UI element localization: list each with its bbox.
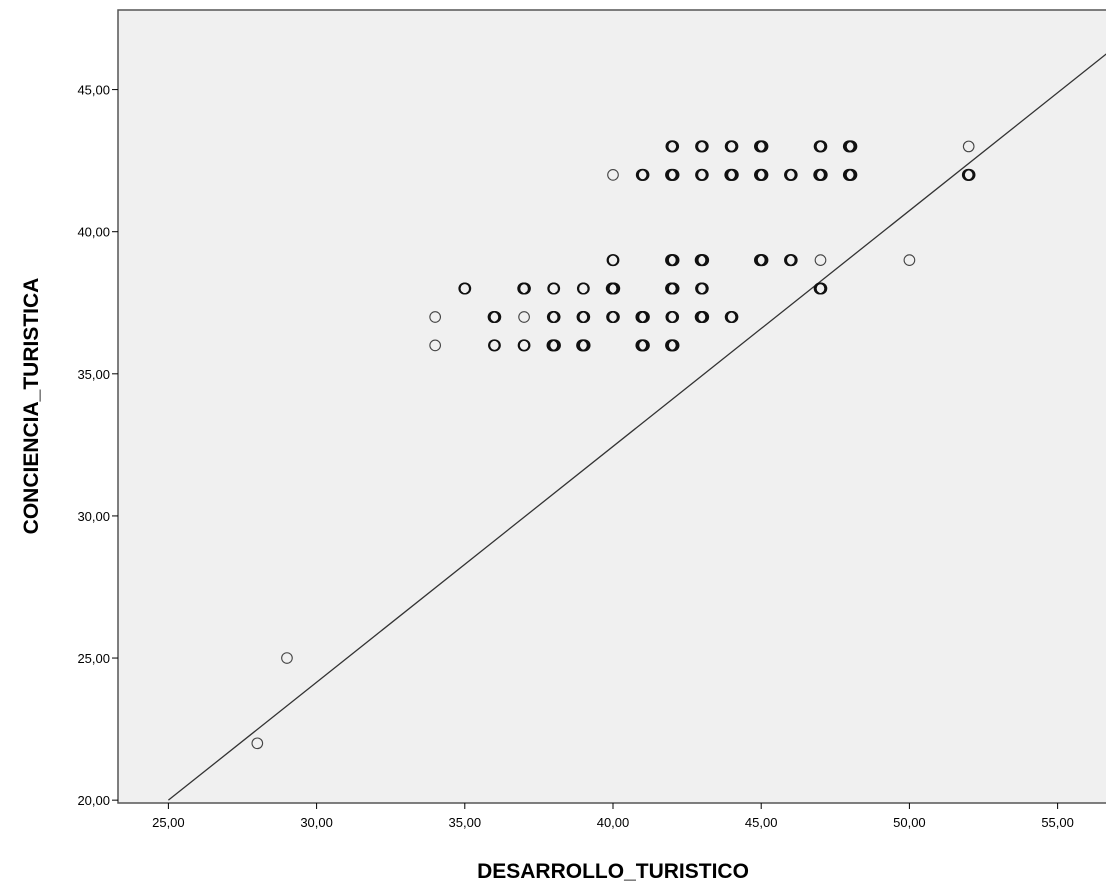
y-tick-label: 20,00 xyxy=(77,793,110,808)
points-group xyxy=(251,140,976,750)
data-point xyxy=(281,652,293,664)
data-point xyxy=(459,282,472,295)
x-tick-label: 35,00 xyxy=(449,815,482,830)
data-point xyxy=(488,339,501,352)
data-point xyxy=(607,254,620,267)
y-axis: 20,00 25,00 30,00 35,00 40,00 45,00 xyxy=(77,83,118,808)
data-point xyxy=(756,254,769,267)
data-point xyxy=(518,282,531,295)
data-point xyxy=(637,310,650,323)
data-point xyxy=(785,254,798,267)
data-point xyxy=(577,282,590,295)
data-point xyxy=(637,168,650,181)
data-point xyxy=(489,310,502,323)
data-point xyxy=(667,168,680,181)
data-point xyxy=(518,311,530,323)
data-point xyxy=(726,140,739,153)
y-tick-label: 45,00 xyxy=(77,83,110,98)
data-point xyxy=(607,169,619,181)
x-tick-label: 25,00 xyxy=(152,815,185,830)
fit-line-group xyxy=(167,53,1106,801)
data-point xyxy=(962,140,975,153)
y-tick-label: 40,00 xyxy=(77,225,110,240)
data-point xyxy=(667,339,680,352)
data-point xyxy=(578,339,591,352)
data-point xyxy=(696,282,709,295)
plot-area xyxy=(117,9,1106,804)
data-point xyxy=(815,140,828,153)
data-point xyxy=(696,168,709,181)
data-point xyxy=(548,282,561,295)
data-point xyxy=(903,254,916,266)
data-point xyxy=(429,311,442,323)
data-point xyxy=(845,168,858,181)
data-point xyxy=(815,168,828,181)
data-point xyxy=(963,168,976,181)
data-point xyxy=(608,282,621,295)
fit-line xyxy=(167,53,1106,801)
x-axis: 25,00 30,00 35,00 40,00 45,00 50,00 55,00 xyxy=(152,803,1074,830)
x-tick-label: 50,00 xyxy=(893,815,926,830)
y-tick-label: 30,00 xyxy=(77,509,110,524)
y-tick-label: 25,00 xyxy=(77,651,110,666)
data-point xyxy=(251,737,264,750)
data-point xyxy=(637,339,650,352)
data-point xyxy=(756,140,769,153)
data-point xyxy=(785,168,798,181)
data-point xyxy=(815,282,828,295)
data-point xyxy=(667,254,680,267)
y-tick-label: 35,00 xyxy=(77,367,110,382)
data-point xyxy=(429,339,442,352)
data-point xyxy=(726,168,739,181)
data-point xyxy=(845,140,858,153)
data-point xyxy=(756,168,769,181)
x-tick-label: 40,00 xyxy=(597,815,630,830)
data-point xyxy=(697,254,710,267)
data-point xyxy=(814,254,827,266)
x-tick-label: 30,00 xyxy=(300,815,333,830)
x-tick-label: 45,00 xyxy=(745,815,778,830)
data-point xyxy=(696,140,709,153)
data-point xyxy=(726,310,739,323)
data-point xyxy=(667,282,680,295)
data-point xyxy=(667,310,680,323)
data-point xyxy=(548,310,561,323)
data-point xyxy=(518,339,531,352)
data-point xyxy=(667,140,680,153)
y-axis-title: CONCIENCIA_TURISTICA xyxy=(20,278,43,535)
x-axis-title: DESARROLLO_TURISTICO xyxy=(477,860,749,883)
data-point xyxy=(578,310,591,323)
data-point xyxy=(697,310,710,323)
data-point xyxy=(548,339,561,352)
data-point xyxy=(607,310,620,323)
x-tick-label: 55,00 xyxy=(1041,815,1074,830)
